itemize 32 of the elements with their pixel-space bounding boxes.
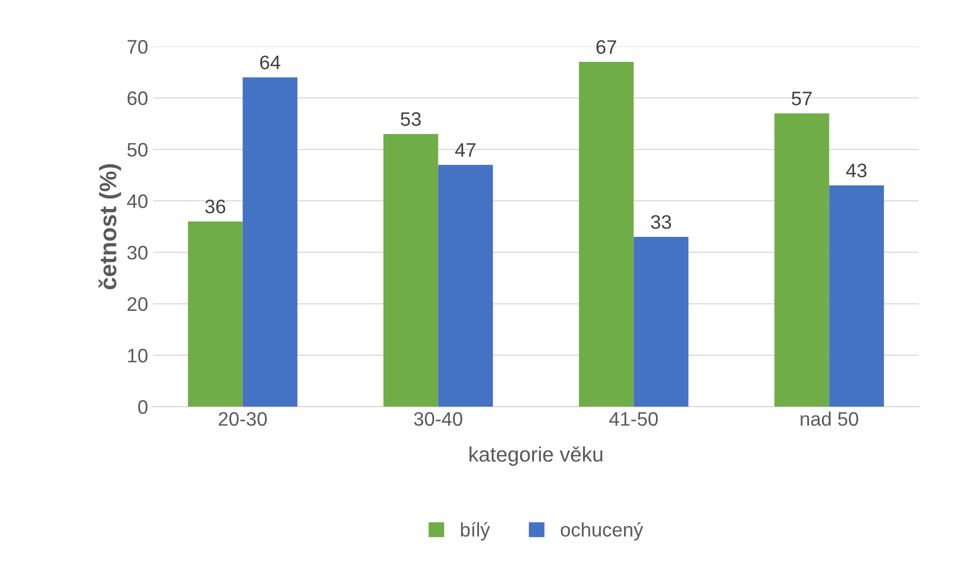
bar bbox=[578, 62, 634, 407]
data-label: 67 bbox=[596, 40, 616, 54]
y-tick-label: 30 bbox=[127, 246, 148, 260]
data-label: 43 bbox=[846, 164, 867, 178]
data-label: 53 bbox=[400, 112, 421, 126]
y-tick-label: 50 bbox=[127, 142, 148, 157]
y-tick-label: 10 bbox=[128, 348, 148, 362]
y-tick-label: 40 bbox=[127, 194, 148, 208]
bar bbox=[829, 185, 884, 407]
x-tick-label: 41-50 bbox=[609, 412, 658, 426]
x-tick-label: 30-40 bbox=[414, 412, 462, 426]
data-label: 33 bbox=[650, 215, 672, 229]
data-label: 47 bbox=[455, 143, 476, 157]
legend-label: ochucený bbox=[560, 522, 644, 540]
y-tick-label: 60 bbox=[128, 91, 148, 106]
x-tick-label: 20-30 bbox=[218, 412, 267, 426]
bar bbox=[438, 164, 493, 407]
data-label: 57 bbox=[792, 92, 812, 106]
bar bbox=[188, 221, 243, 407]
legend-label: bílý bbox=[460, 522, 490, 540]
y-tick-label: 20 bbox=[128, 297, 148, 312]
bar bbox=[774, 113, 830, 407]
bar bbox=[383, 134, 438, 407]
y-tick-label: 70 bbox=[128, 40, 148, 54]
y-tick-label: 0 bbox=[138, 400, 148, 414]
bar bbox=[242, 77, 298, 407]
bar bbox=[634, 236, 688, 407]
x-tick-label: nad 50 bbox=[800, 412, 858, 426]
x-axis-title: kategorie věku bbox=[470, 446, 602, 466]
y-axis-title: četnost (%) bbox=[98, 164, 122, 290]
data-label: 64 bbox=[260, 56, 280, 70]
data-label: 36 bbox=[205, 200, 226, 214]
